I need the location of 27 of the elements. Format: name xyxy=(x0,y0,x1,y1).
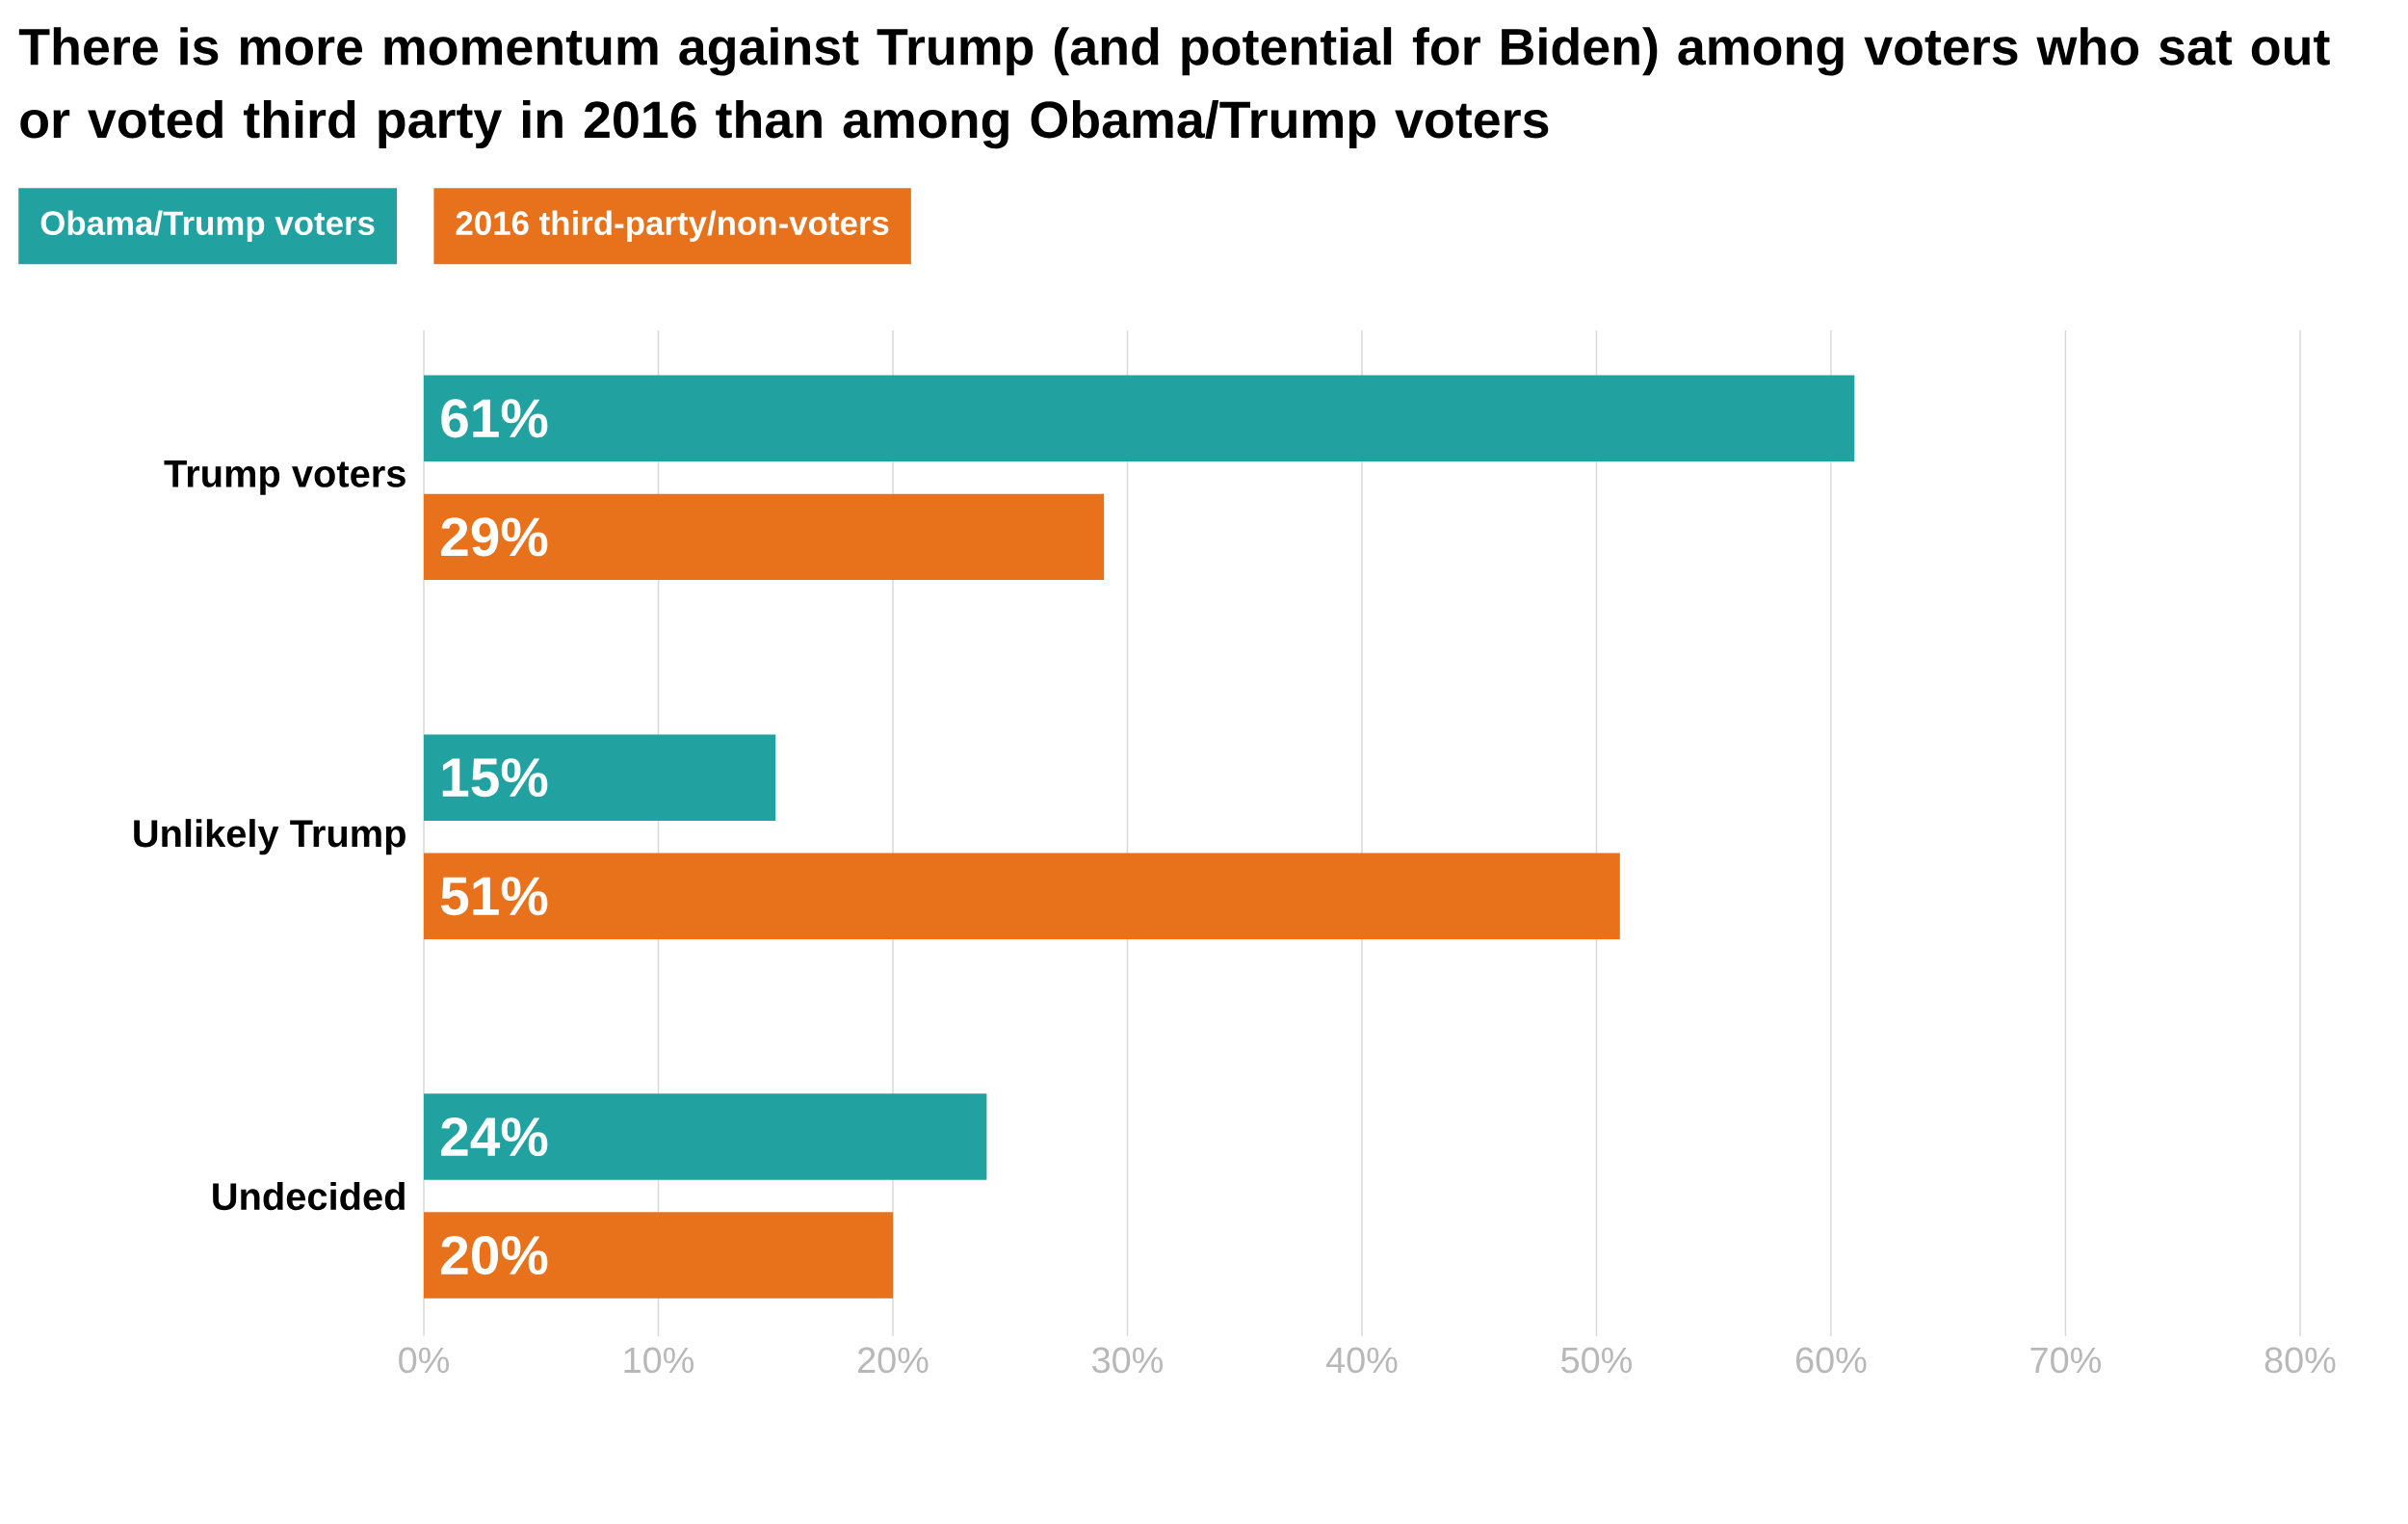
data-label: 15% xyxy=(442,758,548,798)
x-tick-label: 80% xyxy=(2264,1347,2336,1374)
x-tick-label: 0% xyxy=(399,1347,450,1374)
text: 2016 third-party/non-voters xyxy=(456,210,889,242)
data-label: 20% xyxy=(441,1236,548,1275)
y-tick-label: Unlikely Trump xyxy=(134,819,406,855)
bar xyxy=(424,1093,987,1180)
data-label: 51% xyxy=(440,877,548,916)
x-tick-label: 50% xyxy=(1561,1347,1632,1374)
x-tick-label: 60% xyxy=(1795,1347,1867,1374)
bar xyxy=(424,493,1105,581)
data-label: 61% xyxy=(441,399,548,438)
y-tick-label: Undecided xyxy=(213,1181,405,1211)
bar xyxy=(424,853,1620,939)
text: Obama/Trump voters xyxy=(40,210,375,242)
x-tick-label: 70% xyxy=(2030,1347,2101,1374)
bar xyxy=(424,375,1855,462)
chart-title: There is more momentum against Trump (and potential for Biden) among voters who sat out or voted third party in 2016 than among Obama/Trump voters xyxy=(18,27,2330,149)
x-tick-label: 20% xyxy=(858,1347,929,1374)
bar xyxy=(424,1212,893,1299)
y-tick-label: Trump voters xyxy=(164,460,406,495)
x-tick-label: 40% xyxy=(1325,1347,1398,1374)
data-label: 24% xyxy=(441,1117,548,1157)
bar xyxy=(424,734,776,821)
data-label: 29% xyxy=(441,517,548,557)
x-tick-label: 30% xyxy=(1092,1347,1164,1374)
x-tick-label: 10% xyxy=(624,1347,694,1374)
